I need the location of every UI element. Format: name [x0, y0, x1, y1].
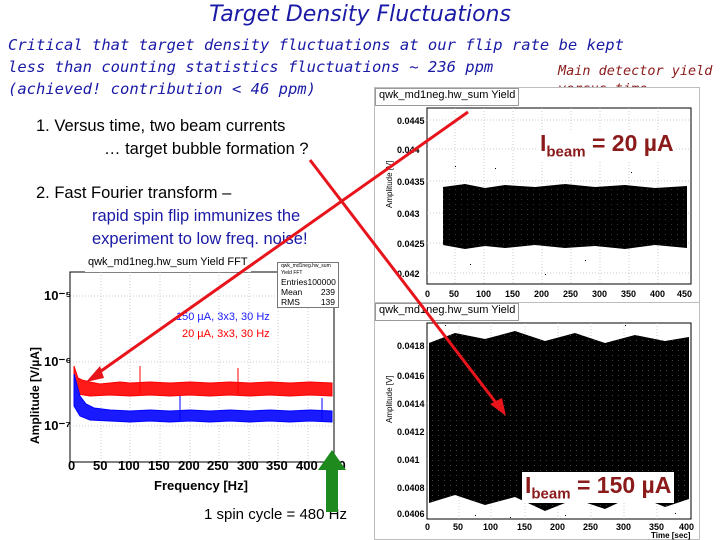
spin-arrow-head [318, 450, 346, 470]
slide-title: Target Density Fluctuations [209, 2, 511, 27]
yield-plot-20ua-xtick: 250 [563, 289, 579, 299]
fft-stats-value: 139 [320, 297, 335, 307]
fft-plot-xtick: 150 [148, 458, 170, 473]
main-detector-line-1: Main detector yield [558, 63, 713, 79]
yield-plot-20ua-canvas [426, 107, 692, 285]
yield-plot-150ua-ytick: 0.0416 [397, 371, 425, 381]
fft-plot-header: qwk_md1neg.hw_sum Yield FFT [85, 256, 251, 272]
fft-trace-20ua [73, 365, 333, 397]
yield-plot-20ua-xtick: 150 [505, 289, 521, 299]
arrow-to-150ua-line [308, 159, 502, 409]
fft-plot-xtick: 300 [237, 458, 259, 473]
fft-stats-key: Mean [281, 287, 303, 297]
yield-plot-20ua-ytick: 0.0445 [397, 116, 425, 126]
yield-plot-150ua-ytick: 0.0412 [397, 427, 425, 437]
fft-stats-row: Entries 100000 [278, 277, 338, 287]
yield-plot-20ua-header: qwk_md1neg.hw_sum Yield [375, 88, 520, 106]
fft-plot-xtick: 0 [68, 458, 76, 473]
yield-plot-150ua-xtick: 300 [616, 522, 632, 532]
yield-plot-20ua-xtick: 450 [677, 289, 693, 299]
fft-plot-xtick: 350 [266, 458, 288, 473]
yield-plot-20ua-xtick: 200 [534, 289, 550, 299]
fft-stats-key: RMS [281, 297, 300, 307]
fft-stats-key: Entries [281, 277, 308, 287]
point-2-line-3: experiment to low freq. noise! [92, 230, 308, 248]
fft-plot-xtick: 250 [207, 458, 229, 473]
point-1-line-1: 1. Versus time, two beam currents [36, 117, 286, 135]
fft-stats-row: RMS 139 [278, 297, 338, 307]
yield-plot-150ua-ytick: 0.041 [397, 455, 420, 465]
fft-plot-ytick: 10⁻⁵ [44, 288, 72, 303]
yield-plot-150ua-xtick: 350 [649, 522, 665, 532]
beam-value: = 20 µA [585, 130, 674, 156]
yield-plot-20ua-ytick: 0.043 [397, 209, 420, 219]
yield-plot-20ua-xtick: 350 [621, 289, 637, 299]
fft-stats-title: qwk_md1neg.hw_sum Yield FFT [281, 263, 331, 276]
critical-statement: Critical that target density fluctuation… [8, 34, 624, 100]
fft-plot-xlabel: Frequency [Hz] [154, 478, 248, 493]
yield-plot-20ua-xtick: 300 [592, 289, 608, 299]
beam-current-150ua: Ibeam = 150 µA [522, 472, 675, 503]
yield-plot-20ua-xtick: 0 [425, 289, 431, 299]
yield-plot-150ua-xtick: 200 [550, 522, 566, 532]
fft-plot-ytick: 10⁻⁶ [44, 354, 72, 369]
fft-stats-box: qwk_md1neg.hw_sum Yield FFT Entries 10000… [277, 262, 339, 308]
yield-plot-150ua-noise-band [429, 331, 689, 511]
yield-plot-150ua-ytick: 0.0408 [397, 483, 425, 493]
yield-plot-20ua-noise-band [443, 184, 687, 249]
fft-stats-value: 100000 [307, 277, 336, 287]
fft-trace-150ua [73, 373, 333, 423]
fft-legend-20ua: 20 µA, 3x3, 30 Hz [182, 328, 270, 340]
fft-plot-xtick: 50 [93, 458, 108, 473]
critical-line-2: less than counting statistics fluctuatio… [8, 58, 494, 76]
yield-plot-150ua-outliers [445, 325, 676, 518]
fft-plot-xtick: 100 [118, 458, 140, 473]
point-2-line-1: 2. Fast Fourier transform – [36, 184, 232, 202]
yield-plot-20ua-ytick: 0.0435 [397, 177, 425, 187]
beam-value: = 150 µA [570, 472, 672, 498]
fft-stats-row: Mean 239 [278, 287, 338, 297]
yield-plot-20ua-xtick: 100 [476, 289, 492, 299]
arrow-to-fft-line [93, 110, 469, 378]
yield-plot-20ua-ytick: 0.044 [397, 145, 420, 155]
beam-current-20ua: Ibeam = 20 µA [538, 130, 676, 161]
yield-plot-150ua-ytick: 0.0414 [397, 399, 425, 409]
yield-plot-20ua-ytick: 0.0425 [397, 239, 425, 249]
yield-plot-150ua-xtick: 250 [583, 522, 599, 532]
yield-plot-150ua-ytick: 0.0406 [397, 509, 425, 519]
beam-sub: beam [531, 485, 571, 503]
yield-plot-150ua-xtick: 50 [453, 522, 464, 532]
arrow-to-150ua-head [490, 398, 506, 416]
arrow-to-fft-head [86, 366, 104, 382]
yield-plot-150ua-xtick: 150 [517, 522, 533, 532]
beam-prefix: I [525, 472, 532, 498]
yield-plot-20ua-xtick: 50 [449, 289, 460, 299]
spin-cycle-label: 1 spin cycle = 480 Hz [204, 506, 347, 523]
yield-plot-20ua-xtick: 400 [650, 289, 666, 299]
beam-sub: beam [546, 143, 586, 161]
yield-plot-150ua-ytick: 0.0418 [397, 341, 425, 351]
yield-plot-20ua: qwk_md1neg.hw_sum Yield Amplitude [V] 0.… [374, 87, 700, 307]
fft-plot-xtick: 400 [296, 458, 318, 473]
yield-plot-150ua-header: qwk_md1neg.hw_sum Yield [375, 303, 520, 321]
yield-plot-20ua-ytick: 0.042 [397, 269, 420, 279]
yield-plot-150ua-xlabel: Time [sec] [651, 531, 691, 540]
critical-line-1: Critical that target density fluctuation… [8, 36, 624, 54]
spin-arrow-shaft [326, 468, 338, 512]
yield-plot-150ua-xtick: 400 [679, 522, 695, 532]
point-1-line-2: … target bubble formation ? [104, 140, 309, 158]
fft-stats-value: 239 [320, 287, 335, 297]
fft-plot-xtick: 200 [178, 458, 200, 473]
critical-line-3: (achieved! contribution < 46 ppm) [8, 80, 316, 98]
yield-plot-150ua-xtick: 0 [425, 522, 431, 532]
yield-plot-150ua-xtick: 100 [483, 522, 499, 532]
fft-legend-150ua: 150 µA, 3x3, 30 Hz [176, 311, 270, 323]
beam-prefix: I [540, 130, 547, 156]
yield-plot-20ua-outliers [455, 166, 632, 275]
point-2-line-2: rapid spin flip immunizes the [92, 207, 301, 225]
fft-plot-ytick: 10⁻⁷ [44, 418, 71, 433]
